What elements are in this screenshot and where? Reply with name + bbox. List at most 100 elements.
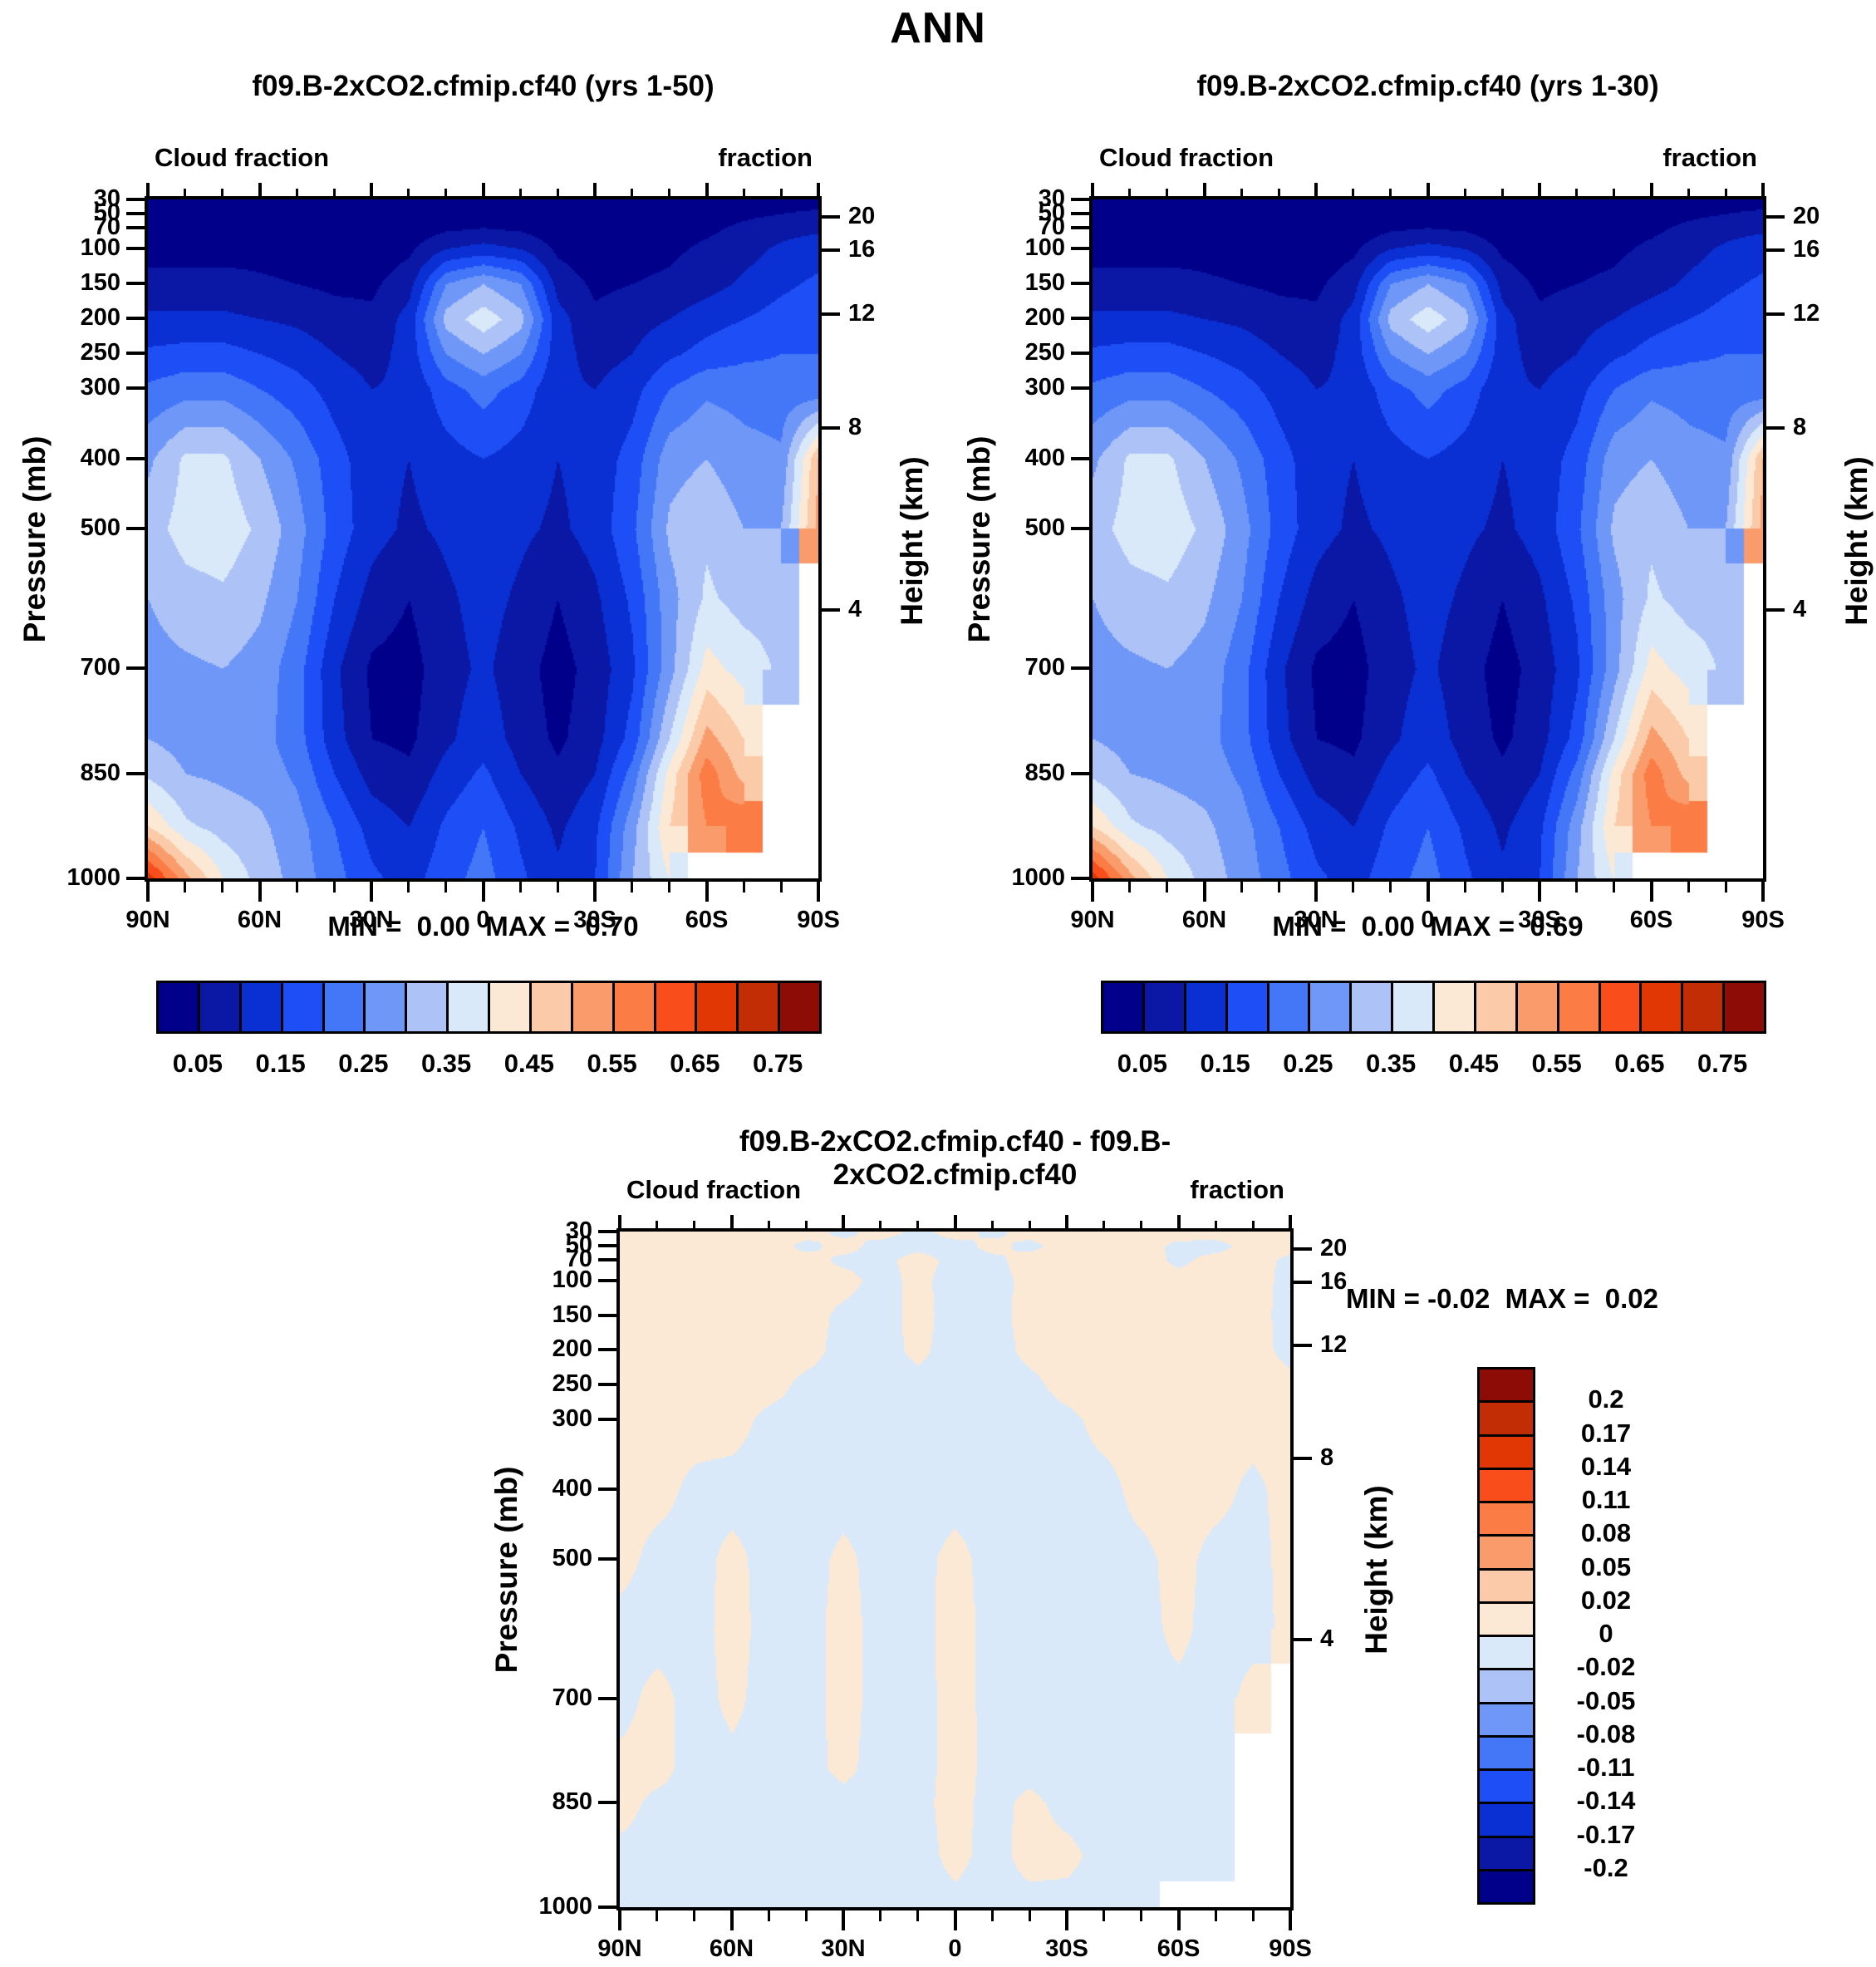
panel1-colorbar-label: 0.75	[752, 1049, 803, 1078]
panel2-pressure-tick-label: 400	[1024, 444, 1065, 471]
panel3-lat-tick	[990, 1910, 994, 1921]
panel2-lat-tick-top	[1091, 183, 1094, 196]
panel2-pressure-tick-label: 250	[1024, 339, 1065, 366]
panel3-colorbar-label: 0.05	[1580, 1551, 1632, 1581]
panel2-lat-label: 60S	[1629, 907, 1673, 933]
panel3-height-tick-label: 4	[1320, 1625, 1334, 1653]
panel1-lat-tick-top	[705, 183, 709, 196]
panel1-pressure-tick-label: 50	[93, 199, 120, 226]
panel2-colorbar-cell	[1142, 981, 1186, 1034]
panel1-lat-tick-top	[184, 189, 187, 196]
panel3-lat-tick	[1103, 1910, 1106, 1921]
panel2-pressure-tick	[1071, 877, 1089, 880]
panel3-colorbar-cell	[1477, 1433, 1535, 1470]
panel1-height-tick-label: 12	[848, 300, 876, 327]
panel3-lat-label: 60S	[1157, 1935, 1201, 1962]
panel3-colorbar-cell	[1477, 1567, 1535, 1604]
panel1-pressure-tick-label: 30	[93, 185, 120, 212]
panel2-pressure-tick-label: 50	[1038, 199, 1065, 226]
panel3-lat-tick	[842, 1910, 845, 1930]
panel3-colorbar-label: 0.14	[1580, 1451, 1632, 1481]
panel3-pressure-tick	[598, 1696, 616, 1700]
panel1-colorbar-cell	[280, 981, 325, 1034]
panel3-colorbar-cell	[1477, 1668, 1535, 1704]
panel1-lat-tick	[779, 882, 783, 893]
panel3-lat-label: 90S	[1269, 1935, 1312, 1962]
panel3-colorbar-label: -0.17	[1576, 1819, 1636, 1849]
panel3-height-tick	[1294, 1344, 1312, 1348]
panel2-pressure-tick	[1071, 317, 1089, 321]
panel1-lat-tick-top	[481, 183, 485, 196]
panel1-pressure-tick-label: 150	[80, 269, 120, 297]
panel1-lat-tick	[258, 882, 262, 902]
panel2-lat-tick-top	[1389, 189, 1392, 196]
panel3-height-tick	[1294, 1247, 1312, 1251]
panel3-lat-label: 30S	[1045, 1935, 1088, 1962]
panel3-height-tick	[1294, 1457, 1312, 1461]
panel1-minmax-text: MIN = 0.00 MAX = 0.70	[327, 911, 639, 942]
panel2-colorbar-cell	[1266, 981, 1311, 1034]
panel2-colorbar-cell	[1432, 981, 1476, 1034]
panel3-height-tick-label: 8	[1320, 1444, 1334, 1472]
panel2-pressure-tick-label: 150	[1024, 269, 1065, 297]
panel2-lat-label: 0	[1421, 907, 1435, 933]
panel2-height-tick-label: 8	[1793, 413, 1807, 440]
panel1-pressure-tick	[126, 352, 145, 356]
panel3-colorbar-cell	[1477, 1835, 1535, 1871]
panel1-colorbar-label: 0.65	[670, 1049, 720, 1078]
panel3-lat-tick-top	[804, 1221, 808, 1228]
panel2-lat-tick	[1426, 882, 1430, 902]
panel3-colorbar-cell	[1477, 1868, 1535, 1905]
panel3-lat-tick-top	[1214, 1221, 1217, 1228]
panel1-colorbar-cell	[322, 981, 366, 1034]
panel2-colorbar-label: 0.25	[1283, 1049, 1333, 1078]
panel3-lat-tick-top	[1103, 1221, 1106, 1228]
panel1-pressure-tick	[126, 666, 145, 671]
panel1-pressure-tick	[126, 771, 145, 775]
panel2-lat-label: 30S	[1518, 907, 1561, 933]
panel1-pressure-tick	[126, 225, 145, 229]
panel2-pressure-tick-label: 70	[1038, 213, 1065, 240]
panel2-lat-tick-top	[1500, 189, 1504, 196]
panel2-lat-tick	[1166, 882, 1169, 893]
panel2-lat-tick-top	[1687, 189, 1690, 196]
panel3-pressure-tick-label: 50	[565, 1231, 592, 1258]
panel3-lat-tick	[953, 1910, 957, 1930]
panel3-colorbar-cell	[1477, 1802, 1535, 1838]
panel1-lat-tick	[444, 882, 448, 893]
panel1-pressure-tick-label: 100	[80, 234, 120, 261]
panel1-lat-tick-top	[593, 183, 597, 196]
panel3-colorbar-cell	[1477, 1501, 1535, 1537]
panel1-colorbar-label: 0.05	[172, 1049, 223, 1078]
panel3-lat-tick	[729, 1910, 734, 1930]
panel3-pressure-tick	[598, 1556, 616, 1561]
panel3-lat-tick-top	[1289, 1215, 1292, 1228]
panel3-lat-label: 30N	[821, 1935, 866, 1962]
panel2-lat-tick-top	[1352, 189, 1355, 196]
panel3-lat-tick-top	[990, 1221, 994, 1228]
panel2-height-tick	[1766, 607, 1785, 612]
panel2-colorbar-cell	[1681, 981, 1726, 1034]
panel3-pressure-tick-label: 300	[552, 1405, 592, 1433]
panel3-colorbar-label: 0.2	[1588, 1384, 1624, 1414]
panel2-pressure-tick	[1071, 211, 1089, 215]
panel1-height-tick	[822, 607, 840, 612]
panel2-colorbar-cell	[1639, 981, 1684, 1034]
panel1-lat-tick	[593, 882, 597, 902]
panel3-colorbar-label: -0.11	[1577, 1753, 1635, 1782]
panel2-lat-tick-top	[1128, 189, 1132, 196]
panel1-lat-tick	[817, 882, 820, 902]
panel2-lat-tick	[1389, 882, 1392, 893]
panel3-colorbar-cell	[1477, 1467, 1535, 1503]
panel3-colorbar-label: 0.08	[1580, 1518, 1632, 1548]
panel2-colorbar-label: 0.15	[1200, 1049, 1250, 1078]
panel2-pressure-tick-label: 850	[1024, 759, 1065, 786]
panel1-pressure-tick	[126, 198, 145, 201]
panel3-lat-tick-top	[1065, 1215, 1068, 1228]
panel2-lat-tick	[1277, 882, 1280, 893]
panel3-colorbar-label: -0.14	[1576, 1786, 1636, 1816]
panel2-height-tick-label: 20	[1793, 203, 1820, 230]
panel3-lat-tick	[693, 1910, 696, 1921]
panel3-pressure-tick	[598, 1278, 616, 1282]
panel2-pressure-tick	[1071, 771, 1089, 775]
